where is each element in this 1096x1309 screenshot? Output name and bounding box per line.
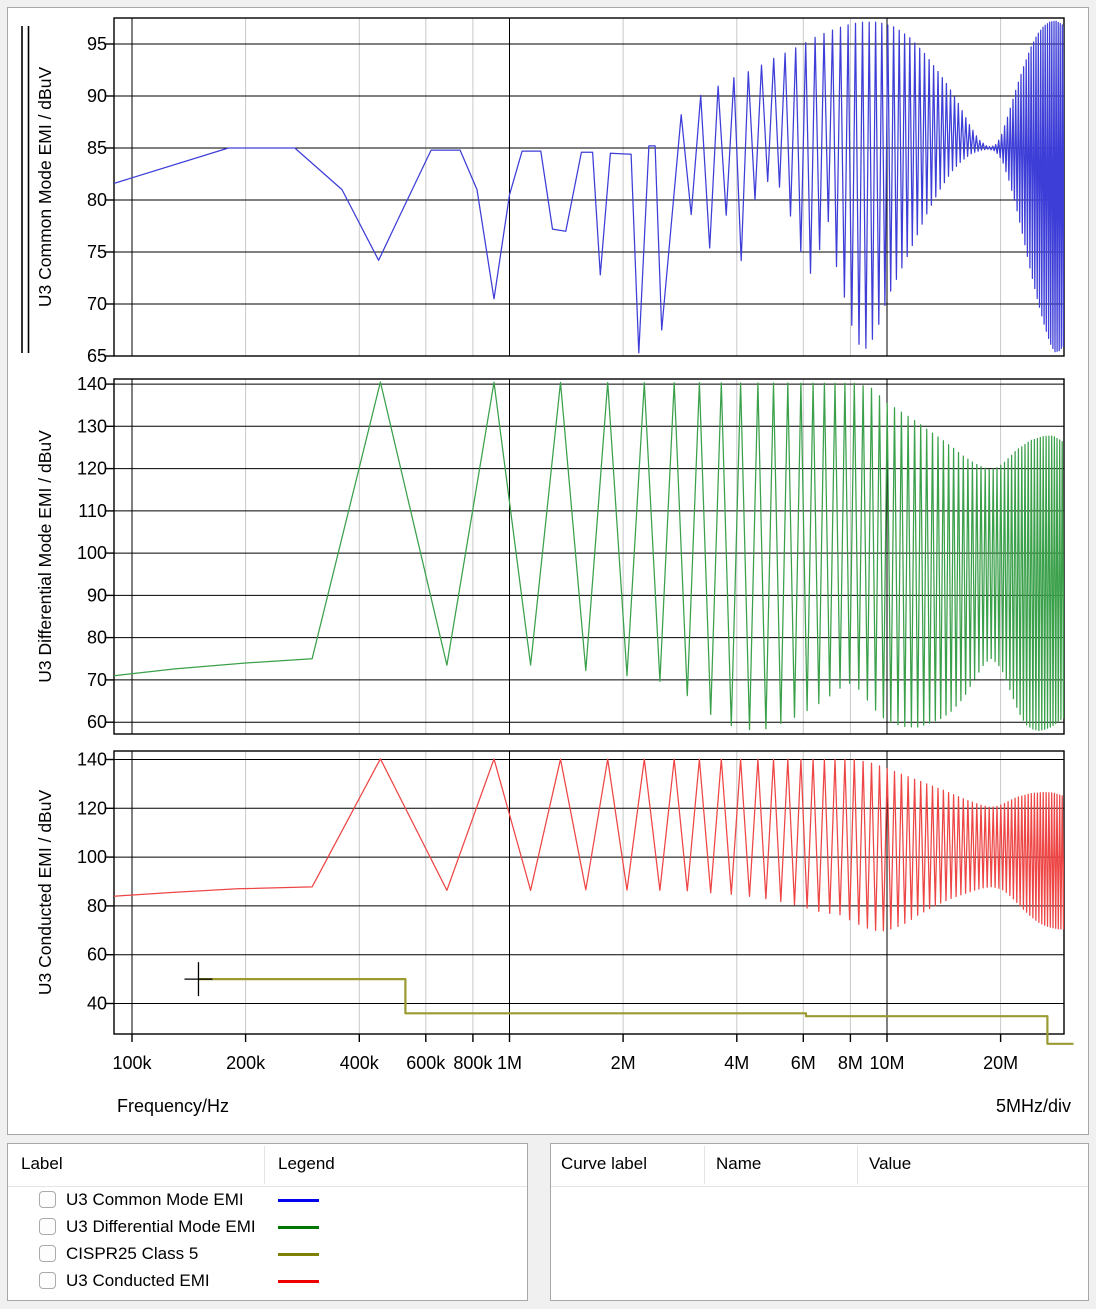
x-tick-label: 8M [838, 1053, 863, 1073]
x-tick-label: 20M [983, 1053, 1018, 1073]
y-tick-label: 120 [77, 798, 107, 818]
curve-cispr25-class-5 [198, 977, 1074, 1045]
curve-visibility-checkbox[interactable] [39, 1272, 56, 1289]
x-tick-label: 1M [497, 1053, 522, 1073]
legend-col-legend-header: Legend [278, 1154, 335, 1173]
graph-panel[interactable]: 65 70 75 80 85 90 95 U3 Common Mode EMI / dBuV 6… [7, 7, 1089, 1135]
cursor-panel-header: Curve label Name Value [551, 1144, 1088, 1187]
y-tick-label: 95 [87, 34, 107, 54]
y-axis-title: U3 Differential Mode EMI / dBuV [35, 430, 55, 683]
y-axis-title: U3 Conducted EMI / dBuV [35, 790, 55, 996]
curve-visibility-checkbox[interactable] [39, 1218, 56, 1235]
x-tick-label: 600k [406, 1053, 446, 1073]
legend-row-common-mode: U3 Common Mode EMI [8, 1187, 527, 1214]
y-tick-label: 100 [77, 543, 107, 563]
curve-label: U3 Common Mode EMI [66, 1190, 244, 1209]
y-tick-label: 60 [87, 712, 107, 732]
legend-row-conducted: U3 Conducted EMI [8, 1268, 527, 1295]
cursor-column-divider [704, 1146, 705, 1184]
curve-color-line [278, 1199, 319, 1202]
legend-panel-header: Label Legend [8, 1144, 527, 1187]
y-tick-label: 100 [77, 847, 107, 867]
curve-u3-common-mode-emi [114, 20, 1064, 354]
y-tick-label: 70 [87, 670, 107, 690]
curve-u3-differential-mode-emi [114, 381, 1064, 732]
y-tick-label: 80 [87, 190, 107, 210]
curve-label: U3 Differential Mode EMI [66, 1217, 256, 1236]
y-tick-label: 80 [87, 628, 107, 648]
curve-color-line [278, 1280, 319, 1283]
y-tick-label: 140 [77, 750, 107, 770]
y-tick-label: 80 [87, 896, 107, 916]
y-tick-label: 70 [87, 294, 107, 314]
x-tick-label: 800k [453, 1053, 493, 1073]
cursor-column-divider [857, 1146, 858, 1184]
legend-col-label-header: Label [21, 1154, 63, 1173]
curve-u3-conducted-emi [114, 758, 1064, 932]
curve-label-column-header: Curve label [561, 1154, 647, 1173]
y-tick-label: 110 [78, 501, 107, 521]
y-tick-label: 60 [87, 945, 107, 965]
x-tick-label: 2M [611, 1053, 636, 1073]
x-tick-label: 200k [226, 1053, 266, 1073]
legend-panel: Label Legend U3 Common Mode EMI U3 Diffe… [7, 1143, 528, 1301]
x-tick-label: 4M [724, 1053, 749, 1073]
x-tick-label: 6M [791, 1053, 816, 1073]
cursor-readout-panel: Curve label Name Value [550, 1143, 1089, 1301]
curve-color-line [278, 1226, 319, 1229]
x-tick-label: 400k [340, 1053, 380, 1073]
x-tick-label: 100k [112, 1053, 152, 1073]
y-tick-label: 75 [87, 242, 107, 262]
value-column-header: Value [869, 1154, 912, 1173]
legend-rows: U3 Common Mode EMI U3 Differential Mode … [8, 1187, 527, 1295]
curve-label: U3 Conducted EMI [66, 1271, 210, 1290]
x-tick-label: 10M [869, 1053, 904, 1073]
y-tick-label: 40 [87, 994, 107, 1014]
y-tick-label: 90 [87, 86, 107, 106]
y-tick-label: 130 [77, 416, 107, 436]
y-tick-label: 140 [77, 374, 107, 394]
x-div-label: 5MHz/div [996, 1096, 1071, 1116]
plot-canvas[interactable]: 65 70 75 80 85 90 95 U3 Common Mode EMI / dBuV 6… [8, 8, 1090, 1136]
x-axis-title: Frequency/Hz [117, 1096, 229, 1116]
curve-visibility-checkbox[interactable] [39, 1245, 56, 1262]
name-column-header: Name [716, 1154, 762, 1173]
curve-color-line [278, 1253, 319, 1256]
y-tick-label: 120 [77, 459, 107, 479]
legend-row-differential-mode: U3 Differential Mode EMI [8, 1214, 527, 1241]
legend-column-divider [264, 1146, 265, 1184]
y-tick-label: 65 [87, 346, 107, 366]
curve-visibility-checkbox[interactable] [39, 1191, 56, 1208]
y-tick-label: 85 [87, 138, 107, 158]
y-tick-label: 90 [87, 585, 107, 605]
legend-row-cispr25: CISPR25 Class 5 [8, 1241, 527, 1268]
curve-label: CISPR25 Class 5 [66, 1244, 199, 1263]
y-axis-title: U3 Common Mode EMI / dBuV [35, 67, 55, 308]
